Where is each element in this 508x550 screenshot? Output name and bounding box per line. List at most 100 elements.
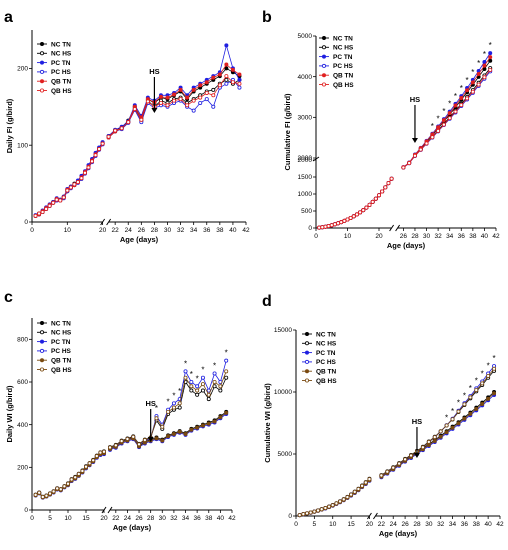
x-tick-label: 26 [135,515,143,522]
data-point [68,185,73,190]
y-tick-label: 600 [17,379,28,386]
y-axis-title: Cumulative FI (g/bird) [283,93,292,171]
legend-marker [321,45,326,50]
significance-star: * [483,50,486,59]
axis-break-mark [389,224,395,232]
y-axis-title: Daily WI (g/bird) [5,385,14,443]
significance-star: * [469,384,472,393]
x-tick-label: 34 [182,515,190,522]
data-point [351,214,356,219]
legend-marker [304,350,309,355]
significance-star: * [489,41,492,50]
legend-marker [40,79,45,84]
data-point [62,484,67,489]
data-point [145,99,150,104]
significance-star: * [463,391,466,400]
data-point [154,416,159,421]
x-axis-title: Age (days) [387,241,426,250]
x-tick-label: 40 [485,521,493,528]
legend-label: PC TN [316,350,336,357]
significance-star: * [487,362,490,371]
data-point [33,213,38,218]
y-tick-label: 15000 [274,327,292,334]
data-point [76,471,81,476]
data-point [171,432,176,437]
data-point [376,193,381,198]
x-tick-label: 15 [82,515,90,522]
data-point [301,512,306,517]
x-tick-label: 30 [423,233,431,240]
data-point [37,490,42,495]
data-point [47,203,52,208]
data-point [198,83,203,88]
data-point [58,487,63,492]
data-point [204,90,209,95]
legend-label: NC HS [51,330,72,337]
significance-star: * [448,100,451,109]
legend-marker [40,60,45,65]
data-point [476,82,481,87]
legend-marker [304,369,309,374]
data-point [492,391,497,396]
data-point [420,445,425,450]
data-point [480,401,485,406]
x-tick-label: 10 [64,227,72,234]
legend-marker [40,69,45,74]
data-point [73,475,78,480]
data-point [441,122,446,127]
legend-marker [321,82,326,87]
data-point [453,103,458,108]
data-point [191,108,196,113]
data-point [436,128,441,133]
x-axis-title: Age (days) [379,529,418,538]
data-point [61,195,66,200]
x-tick-label: 42 [492,233,500,240]
data-point [438,429,443,434]
data-point [158,94,163,99]
data-point [391,465,396,470]
data-point [432,439,437,444]
legend-marker [40,51,45,56]
legend-marker [304,341,309,346]
x-tick-label: 32 [435,233,443,240]
data-point [65,188,70,193]
data-point [48,491,53,496]
significance-star: * [213,361,216,370]
data-point [224,375,229,380]
x-tick-label: 24 [390,521,398,528]
panel-c: c 0 200 400 600 800 0 5 10 15 20 22 24 26 28 30 32 34 36 38… [4,289,236,532]
legend-label: PC TN [51,339,71,346]
data-point [204,97,209,102]
x-tick-label: 0 [30,515,34,522]
data-point [200,388,205,393]
data-point [326,224,331,229]
legend-label: NC TN [316,331,336,338]
data-point [230,80,235,85]
data-point [160,438,165,443]
data-point [154,436,159,441]
legend-label: QB HS [333,82,354,89]
data-point [131,434,136,439]
x-tick-label: 40 [229,227,237,234]
y-tick-label: 2000 [298,157,313,164]
x-tick-label: 0 [294,521,298,528]
x-tick-label: 20 [99,227,107,234]
data-point [166,434,171,439]
data-point [84,464,89,469]
data-point [224,358,229,363]
series-line [299,365,495,516]
data-point [40,210,45,215]
data-point [204,80,209,85]
data-point [119,126,124,131]
y-tick-label: 0 [288,513,292,520]
data-point [488,58,493,63]
significance-star: * [471,68,474,77]
data-point [305,511,310,516]
x-tick-label: 34 [449,521,457,528]
data-point [297,513,302,518]
data-point [195,425,200,430]
data-point [90,159,95,164]
legend-marker [40,348,45,353]
data-point [456,421,461,426]
